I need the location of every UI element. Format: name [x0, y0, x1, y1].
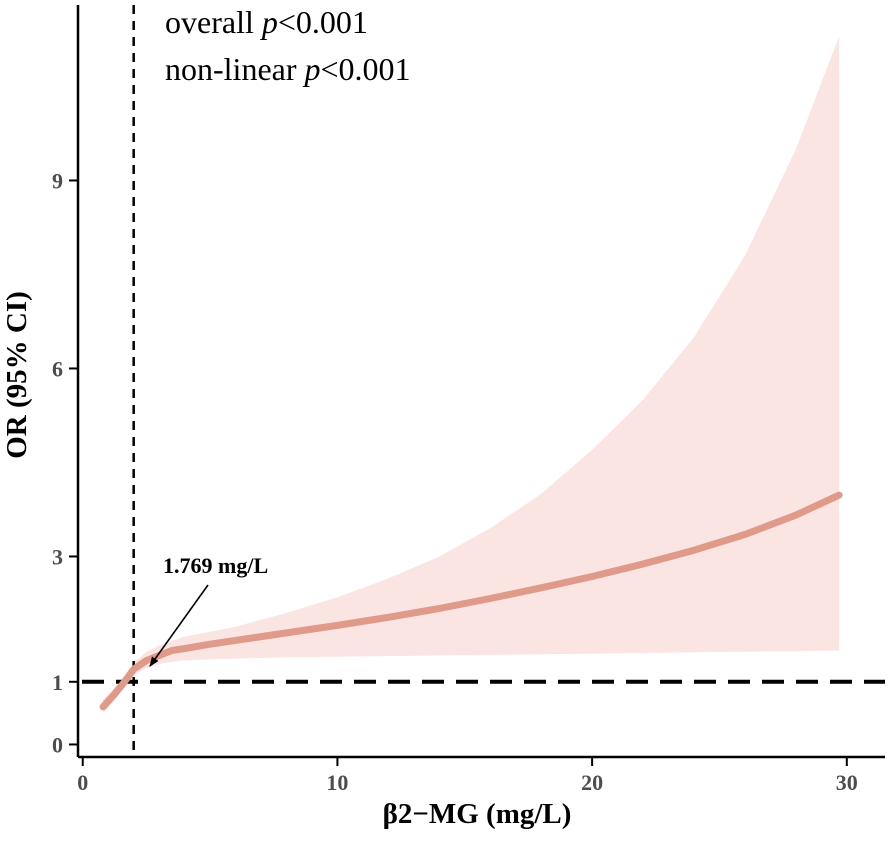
y-tick-label: 0 [52, 732, 63, 757]
y-tick-label: 9 [52, 168, 63, 193]
y-tick-label: 6 [52, 356, 63, 381]
overall-p-annotation: overall p<0.001 [165, 4, 368, 40]
y-axis-ticks: 0 1 3 6 9 [52, 168, 78, 757]
x-tick-label: 0 [77, 770, 88, 795]
y-axis-title: OR (95% CI) [1, 291, 33, 459]
confidence-band [103, 36, 840, 714]
x-axis-ticks: 0 10 20 30 [77, 757, 858, 795]
y-tick-label: 1 [52, 670, 63, 695]
y-tick-label: 3 [52, 544, 63, 569]
x-tick-label: 30 [836, 770, 858, 795]
x-tick-label: 20 [581, 770, 603, 795]
cutoff-label: 1.769 mg/L [163, 553, 268, 578]
or-curve [99, 491, 843, 711]
cutoff-arrow [149, 584, 209, 667]
nonlinear-p-annotation: non-linear p<0.001 [165, 51, 411, 87]
x-tick-label: 10 [326, 770, 348, 795]
x-axis-title: β2−MG (mg/L) [383, 798, 572, 830]
